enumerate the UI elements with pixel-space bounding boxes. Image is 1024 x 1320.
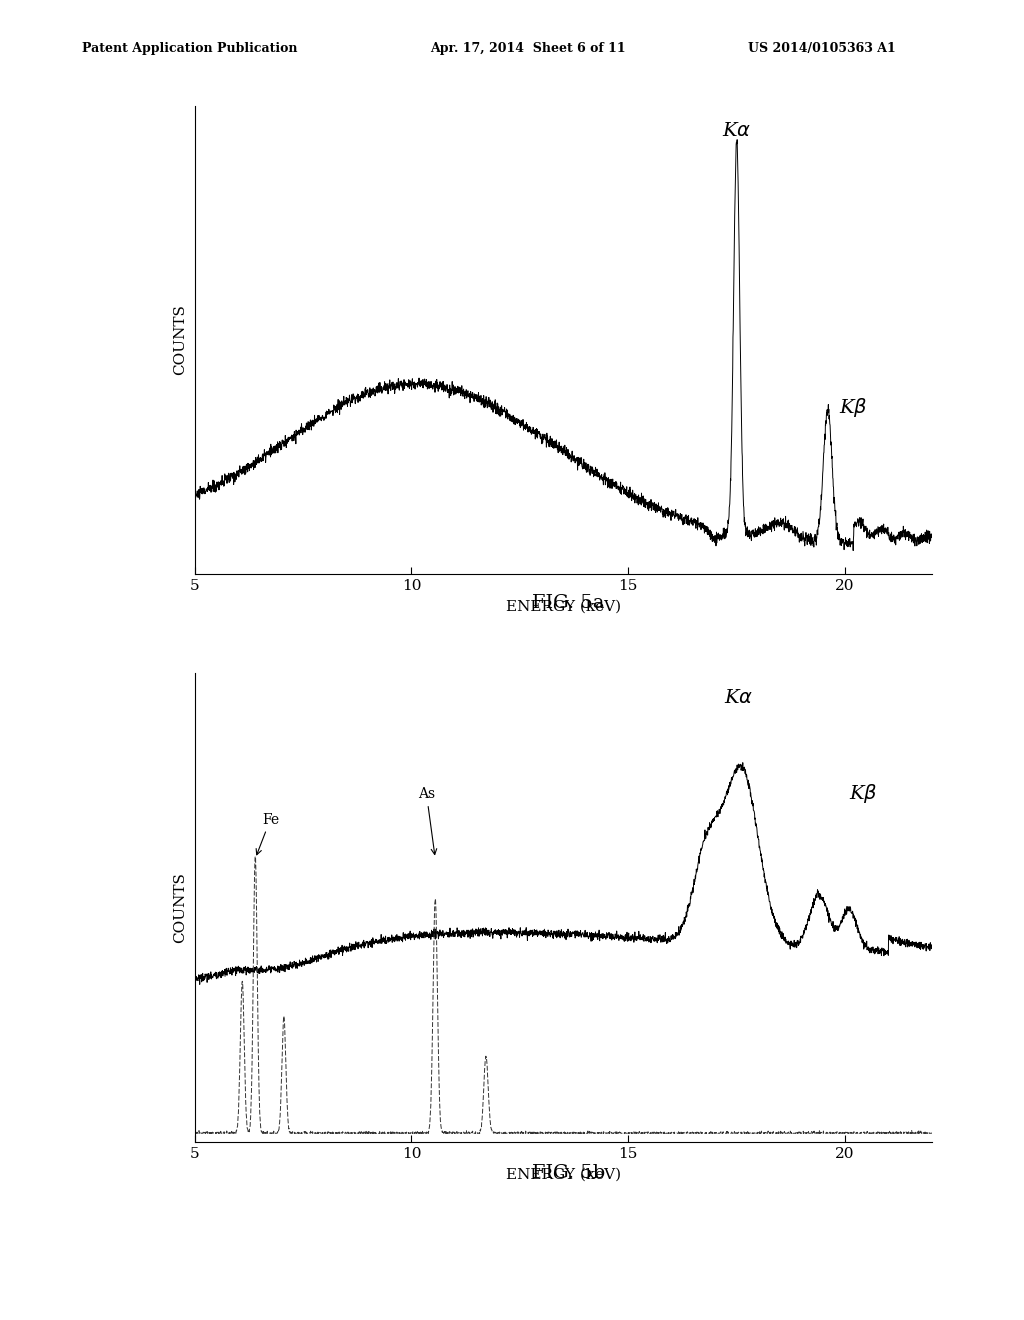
Text: Patent Application Publication: Patent Application Publication bbox=[82, 42, 297, 55]
Text: FIG. 5b: FIG. 5b bbox=[531, 1164, 605, 1183]
Text: US 2014/0105363 A1: US 2014/0105363 A1 bbox=[748, 42, 895, 55]
Text: As: As bbox=[418, 787, 436, 854]
Text: K$\beta$: K$\beta$ bbox=[839, 396, 867, 418]
X-axis label: ENERGY (keV): ENERGY (keV) bbox=[506, 1168, 621, 1181]
Text: K$\alpha$: K$\alpha$ bbox=[722, 121, 752, 140]
Text: FIG. 5a: FIG. 5a bbox=[532, 594, 604, 612]
X-axis label: ENERGY (keV): ENERGY (keV) bbox=[506, 601, 621, 614]
Text: Fe: Fe bbox=[256, 813, 279, 855]
Y-axis label: COUNTS: COUNTS bbox=[174, 873, 187, 942]
Text: K$\beta$: K$\beta$ bbox=[850, 783, 879, 805]
Text: Apr. 17, 2014  Sheet 6 of 11: Apr. 17, 2014 Sheet 6 of 11 bbox=[430, 42, 626, 55]
Text: K$\alpha$: K$\alpha$ bbox=[724, 689, 754, 708]
Y-axis label: COUNTS: COUNTS bbox=[174, 305, 187, 375]
